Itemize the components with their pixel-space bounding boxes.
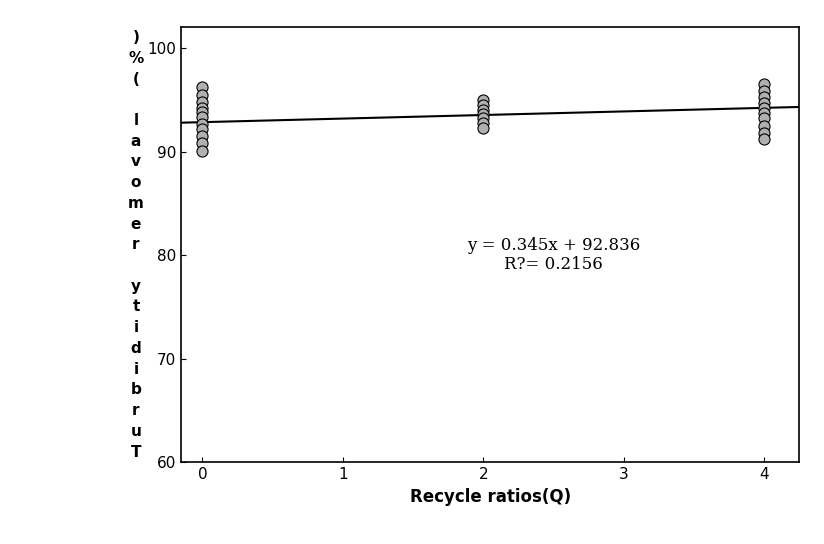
Text: u: u	[130, 424, 142, 439]
Point	[757, 135, 770, 144]
Text: a: a	[131, 134, 141, 149]
Point	[757, 104, 770, 113]
Point	[196, 113, 209, 122]
Text: %: %	[129, 51, 143, 66]
Text: ): )	[133, 30, 139, 45]
Point	[757, 87, 770, 96]
Point	[757, 114, 770, 123]
Text: e: e	[131, 217, 141, 232]
Text: b: b	[130, 382, 142, 397]
Text: v: v	[131, 154, 141, 169]
Point	[196, 108, 209, 116]
Text: T: T	[131, 444, 141, 460]
Text: r: r	[132, 403, 140, 418]
Point	[196, 90, 209, 99]
Point	[476, 106, 489, 114]
Point	[196, 139, 209, 147]
Point	[476, 110, 489, 119]
Point	[476, 123, 489, 132]
Point	[757, 98, 770, 107]
Text: m: m	[128, 196, 144, 211]
Point	[196, 132, 209, 140]
X-axis label: Recycle ratios(Q): Recycle ratios(Q)	[410, 488, 571, 506]
Point	[196, 104, 209, 113]
Point	[757, 109, 770, 118]
Point	[757, 92, 770, 101]
Text: o: o	[131, 175, 141, 190]
Text: r: r	[132, 237, 140, 252]
Point	[757, 80, 770, 89]
Text: l: l	[133, 113, 138, 128]
Text: d: d	[130, 341, 142, 356]
Text: i: i	[133, 320, 138, 335]
Point	[196, 97, 209, 106]
Point	[196, 83, 209, 91]
Text: y: y	[131, 279, 141, 294]
Text: t: t	[133, 299, 139, 314]
Point	[476, 118, 489, 127]
Text: y = 0.345x + 92.836
R?= 0.2156: y = 0.345x + 92.836 R?= 0.2156	[467, 237, 640, 274]
Point	[757, 128, 770, 137]
Point	[196, 125, 209, 133]
Text: (: (	[133, 71, 139, 86]
Text: i: i	[133, 362, 138, 376]
Point	[757, 121, 770, 130]
Point	[476, 101, 489, 109]
Point	[196, 146, 209, 155]
Point	[476, 95, 489, 104]
Point	[476, 114, 489, 123]
Point	[196, 119, 209, 128]
